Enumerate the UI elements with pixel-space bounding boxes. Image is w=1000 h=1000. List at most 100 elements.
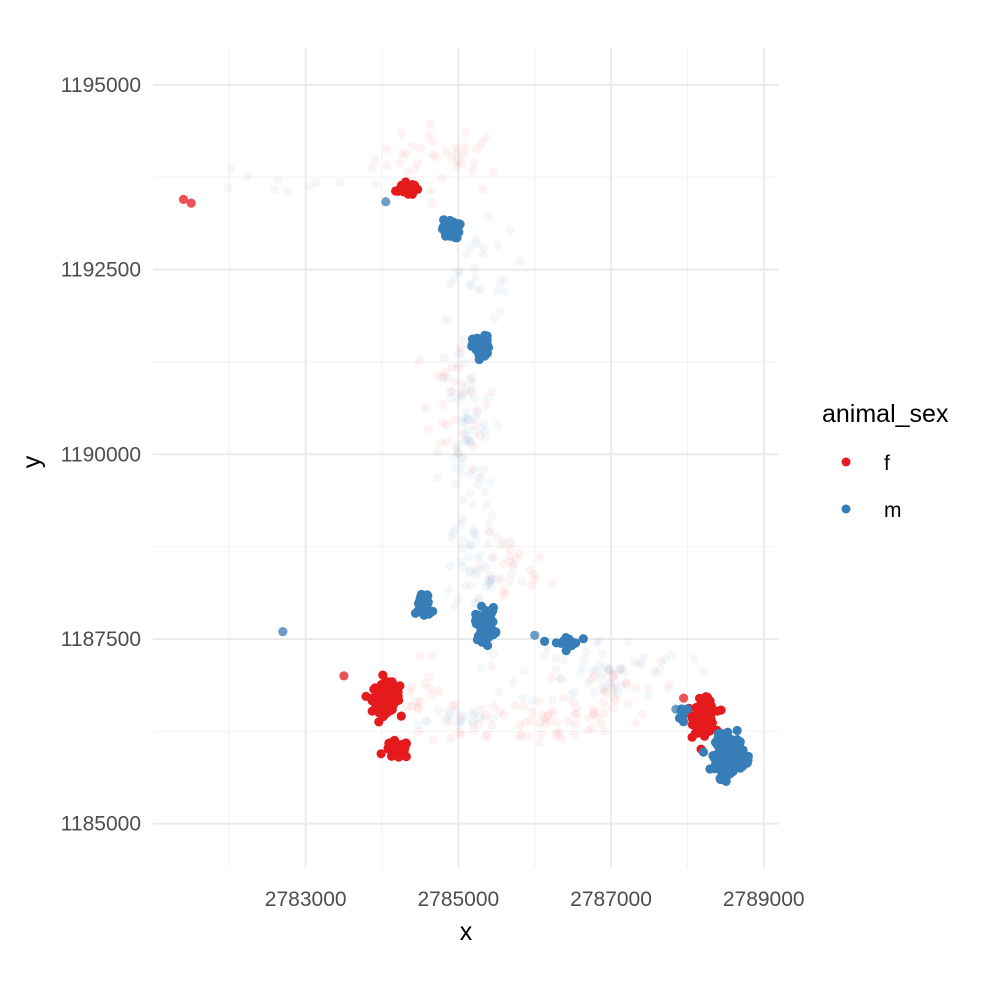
faint-point-f [437, 173, 447, 183]
faint-point-m [481, 499, 491, 510]
faint-point-m [636, 659, 646, 669]
faint-point-f [505, 537, 515, 547]
faint-point-f [569, 730, 579, 740]
faint-point-f [428, 735, 438, 745]
faint-point-f [597, 719, 607, 729]
faint-point-m [518, 692, 529, 702]
faint-point-f [540, 718, 550, 729]
faint-point-f [456, 712, 466, 722]
faint-point-m [635, 659, 645, 669]
faint-point-m [439, 353, 449, 363]
faint-point-m [458, 562, 468, 572]
faint-point-m [465, 567, 475, 578]
faint-point-m [470, 263, 480, 273]
faint-point-m [453, 448, 463, 458]
faint-point-m [505, 225, 515, 235]
faint-point-m [305, 181, 315, 191]
faint-point-f [535, 552, 546, 562]
faint-point-f [370, 155, 380, 165]
faint-point-f [589, 707, 600, 718]
faint-point-f [425, 683, 435, 694]
point-f [392, 687, 402, 697]
faint-point-m [442, 373, 452, 383]
faint-point-m [468, 708, 478, 718]
point-m [381, 197, 391, 207]
faint-point-f [537, 710, 548, 720]
faint-point-m [506, 569, 516, 579]
faint-point-m [449, 274, 459, 284]
faint-point-f [475, 430, 485, 440]
point-m [483, 342, 494, 353]
faint-point-f [505, 576, 515, 586]
faint-point-f [508, 560, 518, 570]
point-f [387, 705, 397, 715]
faint-point-f [481, 731, 491, 742]
faint-point-m [461, 358, 471, 368]
faint-point-f [448, 701, 458, 711]
faint-point-m [600, 661, 611, 671]
faint-point-f [665, 679, 675, 689]
faint-point-f [439, 371, 449, 381]
faint-point-f [406, 682, 416, 692]
faint-point-m [470, 413, 480, 423]
faint-point-f [527, 580, 537, 590]
faint-point-f [450, 415, 460, 425]
faint-point-f [442, 437, 452, 447]
faint-point-m [455, 389, 465, 399]
faint-point-f [467, 372, 477, 382]
point-m [698, 747, 709, 757]
faint-point-m [433, 706, 443, 716]
point-m [540, 636, 550, 647]
faint-point-m [445, 279, 455, 289]
point-f [695, 693, 705, 703]
faint-point-m [499, 274, 509, 284]
faint-point-m [599, 682, 609, 692]
faint-point-f [456, 159, 466, 169]
faint-point-m [494, 687, 504, 698]
faint-point-f [467, 465, 477, 475]
faint-point-m [465, 242, 475, 252]
faint-point-f [425, 119, 435, 129]
faint-point-m [469, 393, 479, 403]
faint-point-f [467, 387, 477, 397]
faint-point-f [452, 149, 462, 159]
faint-point-f [468, 166, 478, 176]
faint-point-m [443, 707, 454, 717]
faint-point-f [500, 588, 510, 598]
faint-point-f [471, 405, 481, 415]
faint-point-f [554, 727, 565, 738]
faint-point-m [466, 438, 476, 448]
point-f [394, 742, 404, 752]
faint-point-f [438, 417, 448, 427]
faint-point-m [484, 518, 494, 528]
faint-point-m [454, 350, 464, 360]
legend-label-m: m [884, 499, 902, 522]
faint-point-f [367, 163, 377, 173]
point-m [474, 336, 484, 346]
faint-point-f [440, 367, 450, 377]
faint-point-m [468, 718, 478, 728]
faint-point-f [414, 704, 424, 714]
faint-point-m [479, 418, 489, 428]
faint-point-f [586, 675, 596, 685]
faint-point-f [451, 142, 461, 152]
faint-point-m [456, 468, 466, 478]
point-m [477, 601, 487, 612]
faint-point-m [480, 486, 490, 497]
faint-point-m [445, 561, 455, 571]
faint-point-f [424, 424, 434, 434]
faint-point-m [473, 553, 483, 564]
faint-point-f [457, 730, 467, 740]
faint-point-m [454, 720, 464, 730]
faint-point-f [484, 527, 494, 538]
faint-point-m [559, 655, 570, 665]
faint-point-m [599, 668, 609, 678]
faint-point-f [416, 143, 426, 153]
faint-point-m [454, 266, 464, 276]
point-m [481, 634, 491, 645]
faint-point-m [468, 378, 478, 388]
faint-point-m [466, 540, 476, 551]
faint-point-m [592, 666, 602, 676]
faint-point-m [282, 186, 292, 196]
faint-point-m [471, 235, 481, 245]
